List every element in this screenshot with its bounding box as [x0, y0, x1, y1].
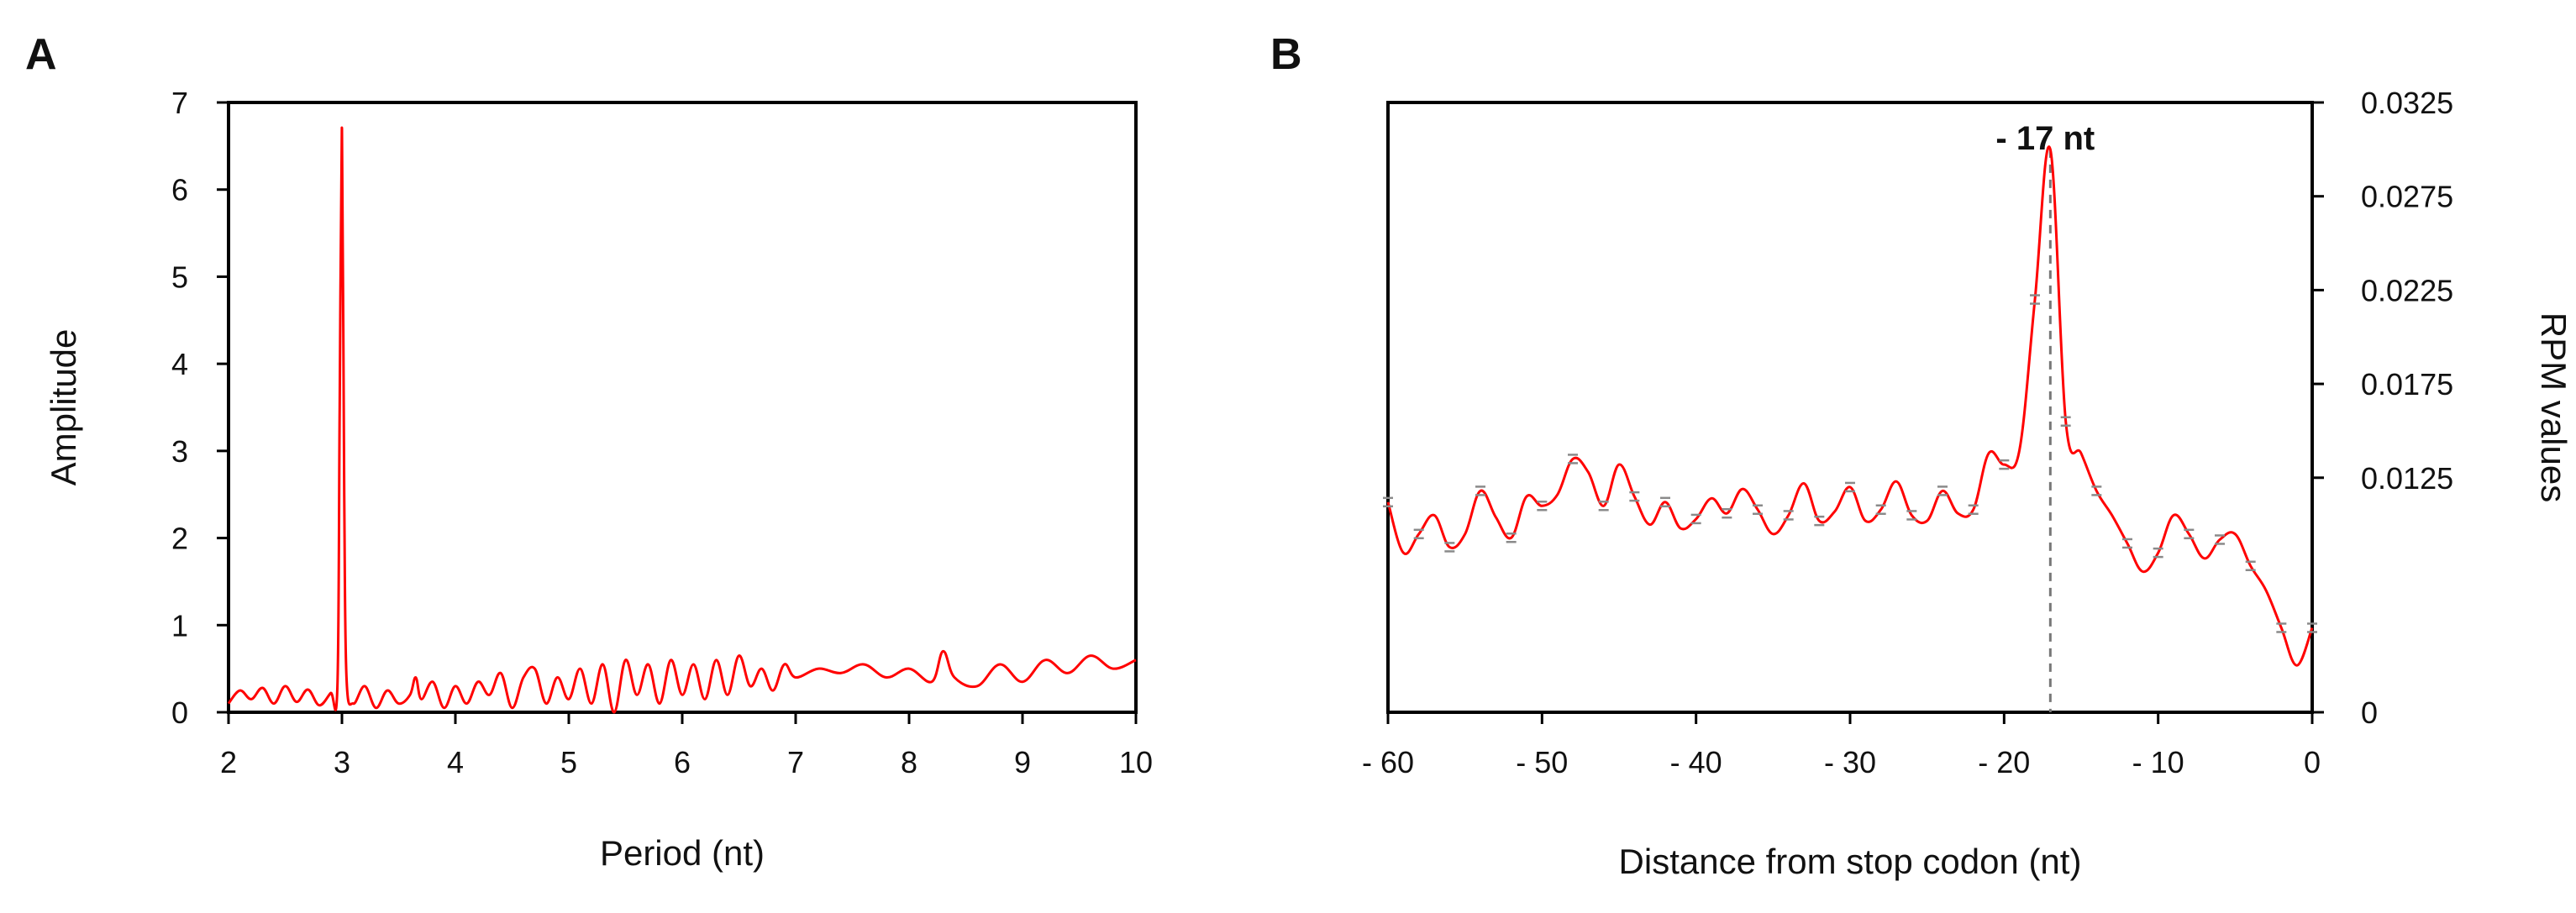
y-axis-title: RPM values	[2534, 312, 2573, 502]
y-tick-label: 7	[171, 86, 188, 120]
x-tick-label: - 60	[1362, 745, 1414, 779]
x-tick-label: - 50	[1516, 745, 1568, 779]
x-tick-label: - 30	[1824, 745, 1876, 779]
y-tick-label: 0.0275	[2361, 180, 2453, 214]
y-tick-label: 0.0125	[2361, 461, 2453, 496]
x-axis-title: Distance from stop codon (nt)	[1619, 842, 2082, 881]
y-tick-label: 0	[171, 695, 188, 730]
x-tick-label: 4	[447, 745, 464, 779]
y-tick-label: 5	[171, 260, 188, 294]
chart-panel-b: B - 60 - 50 - 40 - 30 - 20 - 10 0 0 0.0125 0.0175 0…	[1270, 30, 2573, 881]
x-tick-label: 3	[334, 745, 350, 779]
series-0	[227, 126, 1137, 714]
series-0	[1383, 145, 2317, 667]
y-axis-title: Amplitude	[44, 329, 83, 486]
x-tick-label: - 10	[2132, 745, 2184, 779]
series-line	[1386, 145, 2314, 667]
x-tick-label: - 20	[1978, 745, 2030, 779]
chart-panel-a: A 2 3 4 5 6 7 8 9 10 0 1 2 3 4 5 6 7 Period (nt) Amplitude	[25, 30, 1153, 873]
x-tick-label: 5	[560, 745, 577, 779]
x-tick-label: 6	[674, 745, 691, 779]
peak-annotation: - 17 nt	[1995, 120, 2095, 157]
y-tick-label: 4	[171, 347, 188, 381]
x-tick-label: 2	[220, 745, 237, 779]
x-tick-label: 10	[1119, 745, 1153, 779]
y-tick-label: 0.0225	[2361, 273, 2453, 307]
y-tick-label: 0.0325	[2361, 86, 2453, 120]
x-tick-label: 7	[787, 745, 804, 779]
y-tick-label: 2	[171, 522, 188, 556]
panel-label: A	[25, 30, 57, 79]
panel-label: B	[1270, 30, 1302, 79]
x-tick-label: - 40	[1670, 745, 1722, 779]
y-tick-label: 1	[171, 608, 188, 643]
y-tick-label: 0.0175	[2361, 367, 2453, 401]
plot-frame	[1386, 101, 2314, 714]
series-line	[227, 126, 1137, 714]
y-tick-label: 3	[171, 434, 188, 469]
y-tick-label: 0	[2361, 695, 2378, 730]
plot-frame	[227, 101, 1138, 714]
x-axis-title: Period (nt)	[600, 833, 765, 873]
x-tick-label: 9	[1014, 745, 1031, 779]
y-tick-label: 6	[171, 173, 188, 207]
x-tick-label: 8	[901, 745, 917, 779]
x-tick-label: 0	[2304, 745, 2321, 779]
